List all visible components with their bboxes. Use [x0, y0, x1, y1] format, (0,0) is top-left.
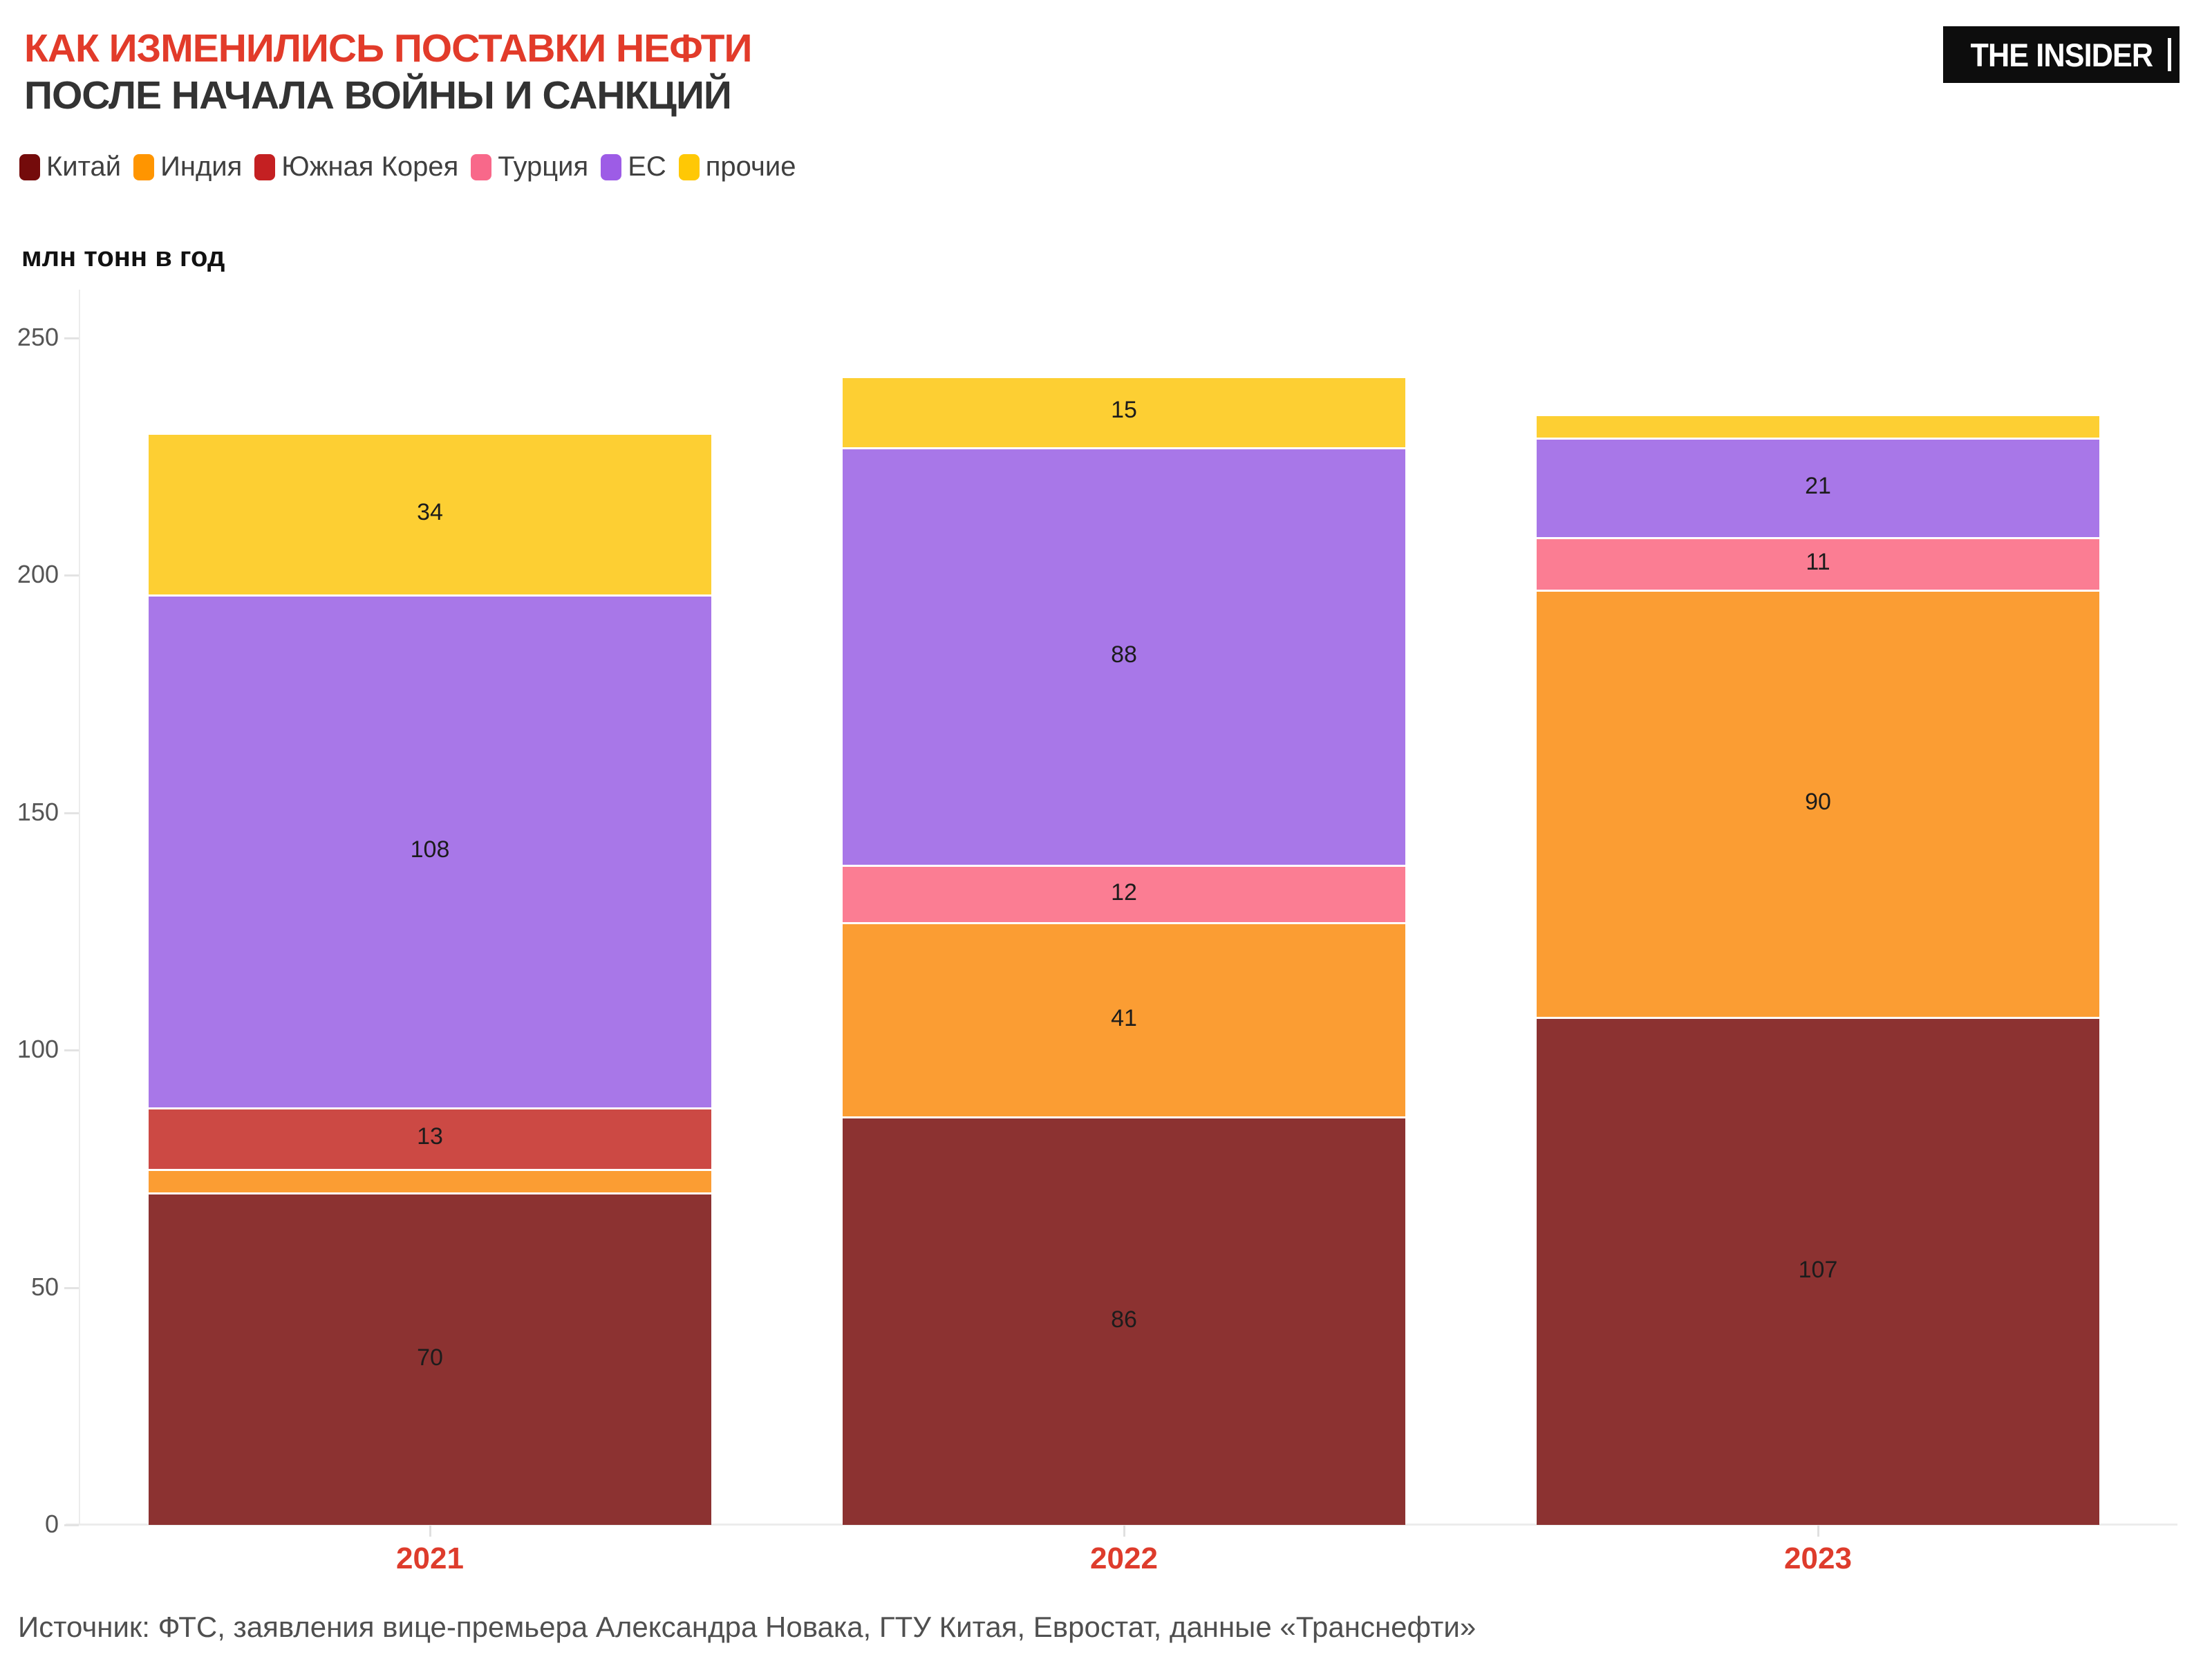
bar-segment-Китай-2023: [1537, 1019, 2099, 1525]
bar-value-label-ЕС-2022: 88: [1111, 641, 1137, 668]
x-tick-2023: [1817, 1526, 1819, 1537]
bar-segment-Индия-2023: [1537, 592, 2099, 1018]
bar-segment-Индия-2022: [843, 924, 1405, 1117]
bar-segment-Китай-2021: [149, 1194, 711, 1525]
y-tick-150: [64, 812, 79, 814]
y-tick-label-100: 100: [17, 1035, 59, 1064]
y-tick-label-250: 250: [17, 323, 59, 351]
bar-value-label-Китай-2023: 107: [1798, 1256, 1838, 1283]
bar-value-label-прочие-2021: 34: [417, 499, 443, 526]
legend-swatch: [471, 153, 492, 180]
legend-label: Турция: [498, 151, 589, 182]
legend-swatch: [254, 153, 276, 180]
year-label-2023: 2023: [1784, 1541, 1852, 1575]
bar-segment-ЕС-2021: [149, 596, 711, 1107]
bar-value-label-Турция-2023: 11: [1806, 549, 1830, 576]
bar-value-label-Индия-2022: 41: [1111, 1004, 1137, 1031]
logo-cursor-bar: [2168, 38, 2171, 71]
y-tick-100: [64, 1049, 79, 1052]
y-tick-200: [64, 574, 79, 577]
legend-item-1: Китай: [19, 151, 121, 182]
page-title: КАК ИЗМЕНИЛИСЬ ПОСТАВКИ НЕФТИ ПОСЛЕ НАЧА…: [24, 25, 752, 119]
bar-segment-прочие-2023: [1537, 415, 2099, 438]
bar-segment-Турция-2023: [1537, 539, 2099, 590]
legend-swatch: [601, 153, 622, 180]
y-tick-250: [64, 337, 79, 339]
y-tick-label-200: 200: [17, 560, 59, 589]
logo-text: THE INSIDER: [1970, 36, 2153, 73]
bar-segment-Китай-2022: [843, 1118, 1405, 1525]
legend-item-6: прочие: [678, 151, 796, 182]
y-axis-unit-label: млн тонн в год: [21, 242, 225, 272]
y-tick-label-50: 50: [30, 1272, 59, 1301]
year-label-2022: 2022: [1090, 1541, 1158, 1575]
title-line1: КАК ИЗМЕНИЛИСЬ ПОСТАВКИ НЕФТИ: [24, 26, 752, 71]
bar-value-label-Китай-2022: 86: [1111, 1306, 1137, 1333]
legend-swatch: [678, 153, 700, 180]
legend-swatch: [133, 153, 155, 180]
bar-value-label-Китай-2021: 70: [417, 1344, 443, 1371]
bar-segment-ЕС-2022: [843, 449, 1405, 865]
legend-item-4: Турция: [471, 151, 588, 182]
bar-segment-Турция-2022: [843, 867, 1405, 922]
year-label-2021: 2021: [396, 1541, 464, 1575]
legend-item-3: Южная Корея: [254, 151, 458, 182]
x-tick-2022: [1123, 1526, 1125, 1537]
bar-value-label-ЕС-2021: 108: [410, 836, 450, 863]
title-line2: ПОСЛЕ НАЧАЛА ВОЙНЫ И САНКЦИЙ: [24, 73, 732, 118]
bar-value-label-Южная Корея-2021: 13: [417, 1123, 443, 1150]
bar-value-label-Индия-2023: 90: [1805, 789, 1831, 816]
bar-segment-ЕС-2023: [1537, 440, 2099, 538]
legend-item-2: Индия: [133, 151, 242, 182]
legend-label: Индия: [160, 151, 243, 182]
legend: Китай Индия Южная Корея Турция ЕС прочие: [19, 151, 796, 182]
bar-segment-прочие-2022: [843, 377, 1405, 447]
the-insider-logo: THE INSIDER: [1943, 26, 2180, 83]
bar-value-label-Турция-2022: 12: [1111, 879, 1137, 906]
source-note: Источник: ФТС, заявления вице-премьера А…: [18, 1611, 1477, 1643]
y-tick-label-150: 150: [17, 797, 59, 826]
x-tick-2021: [429, 1526, 431, 1537]
legend-label: Китай: [46, 151, 122, 182]
bar-value-label-ЕС-2023: 21: [1805, 473, 1831, 500]
y-tick-0: [64, 1524, 79, 1526]
legend-label: ЕС: [628, 151, 666, 182]
legend-item-5: ЕС: [601, 151, 666, 182]
bar-value-label-прочие-2022: 15: [1111, 397, 1137, 424]
legend-label: Южная Корея: [281, 151, 459, 182]
bar-segment-прочие-2021: [149, 435, 711, 594]
y-tick-label-0: 0: [44, 1510, 59, 1538]
y-tick-50: [64, 1286, 79, 1289]
y-axis-line: [79, 290, 80, 1525]
bar-segment-Южная Корея-2021: [149, 1109, 711, 1169]
legend-label: прочие: [705, 151, 796, 182]
bar-segment-Индия-2021: [149, 1170, 711, 1193]
legend-swatch: [19, 153, 40, 180]
